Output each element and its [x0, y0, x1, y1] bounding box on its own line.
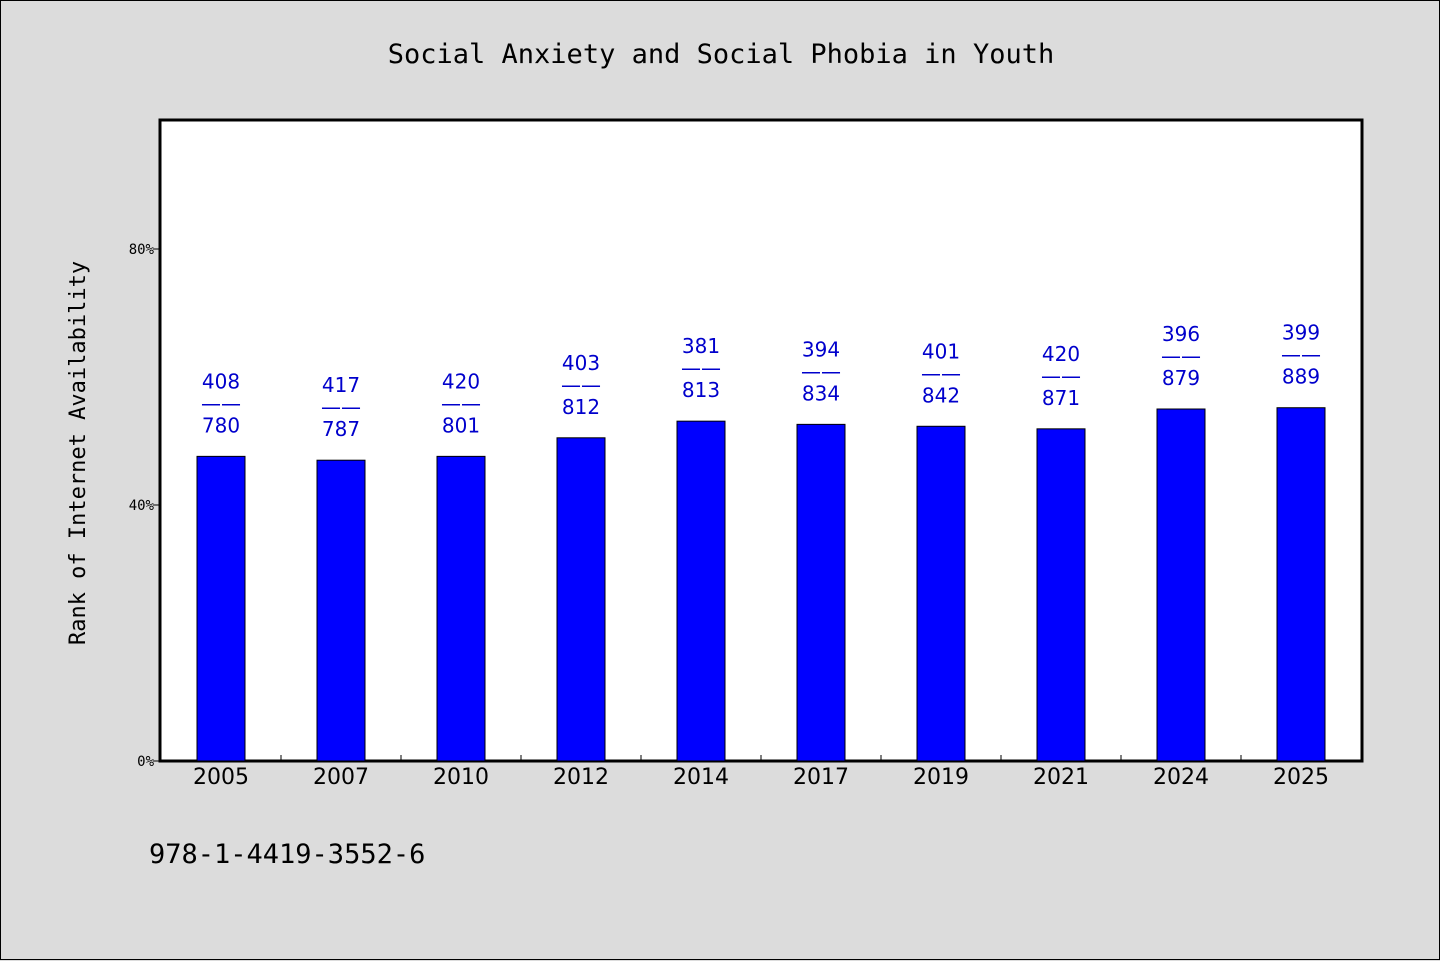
- x-axis: 2005 2007 2010 2012 2014 2017 2019 2021 2024 2025: [193, 755, 1329, 790]
- data-label-bottom: 879: [1162, 366, 1200, 390]
- bar: [676, 420, 726, 762]
- data-label-separator: ——: [681, 356, 721, 380]
- data-label-separator: ——: [561, 373, 601, 397]
- data-label-top: 394: [802, 337, 840, 361]
- bar: [196, 455, 246, 762]
- data-label-top: 403: [562, 351, 600, 375]
- x-tick-label: 2021: [1033, 765, 1089, 790]
- bar: [1276, 407, 1326, 762]
- y-tick-label: 40%: [129, 498, 155, 514]
- data-label-top: 396: [1162, 322, 1200, 346]
- data-label-top: 381: [682, 334, 720, 358]
- data-label-bottom: 780: [202, 413, 240, 437]
- data-label-separator: ——: [801, 359, 841, 383]
- bar: [916, 425, 966, 762]
- data-label-top: 420: [442, 369, 480, 393]
- bar-series: [196, 407, 1326, 762]
- data-label-separator: ——: [1281, 343, 1321, 367]
- bar: [316, 459, 366, 762]
- data-label-separator: ——: [441, 391, 481, 415]
- data-label-separator: ——: [1041, 364, 1081, 388]
- data-label-bottom: 812: [562, 395, 600, 419]
- data-label-bottom: 889: [1282, 365, 1320, 389]
- data-label-separator: ——: [921, 361, 961, 385]
- data-label-top: 399: [1282, 321, 1320, 345]
- data-label-top: 408: [202, 369, 240, 393]
- data-label-bottom: 842: [922, 383, 960, 407]
- data-label-bottom: 801: [442, 413, 480, 437]
- x-tick-label: 2017: [793, 765, 849, 790]
- x-tick-label: 2024: [1153, 765, 1209, 790]
- y-tick-label: 0%: [137, 754, 154, 770]
- bar: [796, 423, 846, 762]
- data-label-bottom: 834: [802, 381, 840, 405]
- y-axis: 0% 40% 80%: [129, 242, 161, 770]
- data-label-top: 417: [322, 373, 360, 397]
- x-tick-label: 2014: [673, 765, 729, 790]
- data-label-bottom: 787: [322, 417, 360, 441]
- isbn-footer: 978-1-4419-3552-6: [149, 839, 425, 870]
- x-tick-label: 2005: [193, 765, 249, 790]
- x-tick-label: 2010: [433, 765, 489, 790]
- data-label-separator: ——: [1161, 344, 1201, 368]
- data-label-top: 401: [922, 339, 960, 363]
- bar: [556, 437, 606, 762]
- bar: [1156, 408, 1206, 762]
- data-label-bottom: 813: [682, 378, 720, 402]
- bar: [436, 455, 486, 762]
- x-tick-label: 2019: [913, 765, 969, 790]
- y-axis-label: Rank of Internet Availability: [66, 261, 91, 645]
- data-labels: 408——780417——787420——801403——812381——813…: [201, 321, 1321, 441]
- x-tick-label: 2025: [1273, 765, 1329, 790]
- data-label-separator: ——: [321, 395, 361, 419]
- data-label-separator: ——: [201, 391, 241, 415]
- bar: [1036, 428, 1086, 762]
- y-tick-label: 80%: [129, 242, 155, 258]
- x-tick-label: 2012: [553, 765, 609, 790]
- data-label-bottom: 871: [1042, 386, 1080, 410]
- data-label-top: 420: [1042, 342, 1080, 366]
- chart-title: Social Anxiety and Social Phobia in Yout…: [388, 39, 1054, 70]
- x-tick-label: 2007: [313, 765, 369, 790]
